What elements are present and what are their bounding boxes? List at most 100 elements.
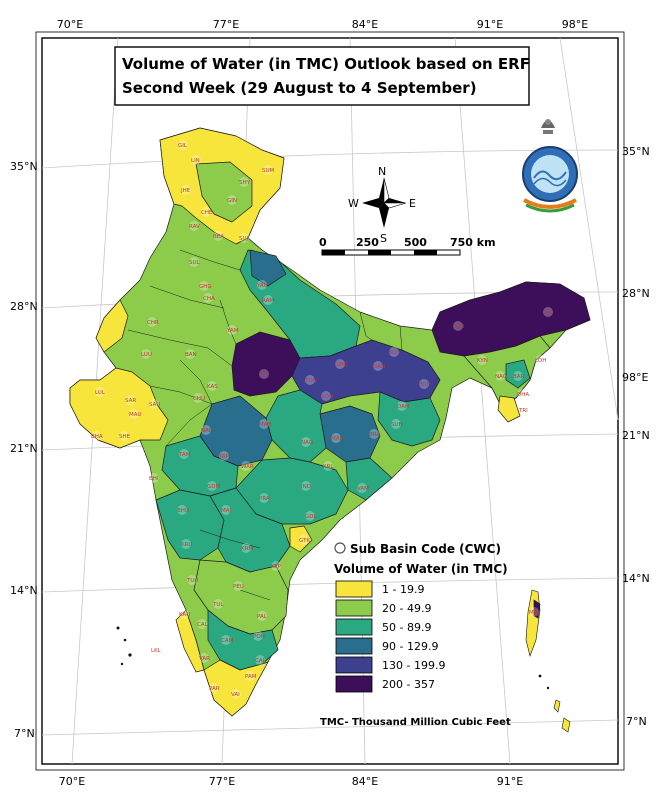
- top-lon-77: 77°E: [213, 18, 239, 31]
- left-lat-35: 35°N: [10, 160, 38, 173]
- basin-code: PON: [253, 634, 265, 640]
- basin-code: KAS: [207, 384, 218, 390]
- basin-code: ANI: [259, 372, 269, 378]
- basin-gtk-yellow: [289, 525, 313, 553]
- basin-krl-teal: [345, 457, 393, 501]
- legend-swatch: [335, 618, 373, 636]
- basin-code: GTK: [299, 538, 310, 544]
- left-lat-21: 21°N: [10, 442, 38, 455]
- legend-swatch: [335, 675, 373, 693]
- basin-gin-green: [195, 161, 253, 223]
- legend-swatch: [335, 656, 373, 674]
- basin-code: GIN: [227, 198, 237, 204]
- legend-swatch: [335, 637, 373, 655]
- title-line-1: Volume of Water (in TMC) Outlook based o…: [122, 55, 530, 73]
- basin-boundaries: [127, 249, 403, 601]
- basin-code: VAM: [357, 486, 369, 492]
- basin-code: TUU: [186, 578, 198, 584]
- basin-code: KOS: [389, 350, 401, 356]
- basin-code: LUU: [141, 352, 152, 358]
- basin-code: GDL: [305, 514, 317, 520]
- legend-label: 1 - 19.9: [382, 583, 424, 596]
- basin-mam-dark: [319, 405, 381, 463]
- legend: Sub Basin Code (CWC) Volume of Water (in…: [334, 542, 508, 693]
- legend-title: Volume of Water (in TMC): [334, 562, 508, 576]
- top-lon-84: 84°E: [352, 18, 378, 31]
- scale-bar: [321, 249, 461, 256]
- basin-code: VAR: [199, 656, 210, 662]
- right-lon-98: 98°E: [622, 371, 648, 384]
- basin-code-labels: GIL LIN SHY SUM JHE GIN CHE RAV BEA SUJ …: [91, 143, 552, 698]
- legend-swatch: [335, 599, 373, 617]
- basin-code: CAU: [197, 622, 209, 628]
- top-lon-91: 91°E: [477, 18, 503, 31]
- basin-tripura-yellow: [497, 395, 521, 423]
- basin-code: SIA: [543, 310, 552, 316]
- basin-code: KTP: [271, 564, 282, 570]
- basin-code: BHU: [177, 508, 189, 514]
- basin-code: SAR: [125, 398, 136, 404]
- right-lat-28: 28°N: [622, 287, 650, 300]
- basin-code: NAG: [495, 374, 507, 380]
- basin-code: SUB: [391, 422, 403, 428]
- basin-code: RAV: [189, 224, 200, 230]
- basin-code: DAM: [397, 404, 410, 410]
- basin-circles: [91, 140, 553, 699]
- basin-code: DHA: [517, 392, 529, 398]
- basin-code: BAR: [513, 374, 525, 380]
- scale-250: 250: [356, 236, 379, 249]
- basin-ram-dark: [249, 249, 287, 287]
- basin-code: KRU: [181, 542, 192, 548]
- legend-label: 90 - 129.9: [382, 640, 438, 653]
- bottom-lon-77: 77°E: [209, 775, 235, 788]
- basin-code: BAR: [453, 324, 465, 330]
- basin-code: TAM: [178, 452, 191, 458]
- basin-code: TUL: [212, 602, 224, 608]
- scale-0: 0: [319, 236, 327, 249]
- legend-label: 50 - 89.9: [382, 621, 431, 634]
- basin-west-ghat-yellow: [175, 609, 205, 673]
- andaman-islands: [525, 589, 571, 733]
- basin-code: YAU: [256, 283, 268, 289]
- basin-code: PAR: [209, 686, 220, 692]
- basin-code: KYN: [477, 358, 488, 364]
- basin-code: IND: [301, 484, 311, 490]
- basin-code: BEA: [213, 234, 224, 240]
- basin-code: KRM: [241, 546, 253, 552]
- top-lon-98: 98°E: [562, 18, 588, 31]
- right-lat-21: 21°N: [622, 429, 650, 442]
- title-box: [114, 46, 530, 106]
- basin-code: LKL: [151, 648, 162, 654]
- left-lat-28: 28°N: [10, 300, 38, 313]
- legend-marker-label: Sub Basin Code (CWC): [350, 542, 501, 556]
- basin-code: WAR: [241, 464, 254, 470]
- basin-code: CHR: [147, 320, 159, 326]
- basin-code: BHI: [149, 476, 159, 482]
- basin-code: SUL: [189, 260, 201, 266]
- basin-code: PRA: [259, 496, 270, 502]
- basin-code: PAM: [245, 674, 257, 680]
- basin-code: CAM: [221, 638, 234, 644]
- basin-code: YAM: [226, 328, 239, 334]
- basin-west-yellow: [69, 367, 169, 449]
- basin-code: CAL: [255, 658, 267, 664]
- basin-code: GAN: [373, 364, 385, 370]
- left-lat-14: 14°N: [10, 584, 38, 597]
- basin-code: MIZ: [529, 610, 539, 616]
- basin-thar-yellow: [95, 299, 129, 353]
- basin-code: TON: [304, 378, 317, 384]
- basin-code: PAL: [257, 614, 268, 620]
- basin-dam-teal: [377, 391, 441, 447]
- right-lat-7: 7°N: [626, 715, 647, 728]
- basin-code: LUL: [95, 390, 106, 396]
- basin-code: MAH: [259, 422, 272, 428]
- basin-code: GHG: [335, 362, 348, 368]
- right-lat-35: 35°N: [622, 145, 650, 158]
- basin-code: JHE: [180, 188, 191, 194]
- basin-code: CHA: [203, 296, 215, 302]
- sub-basin-marker-icon: [334, 542, 346, 554]
- basin-code: MAJ: [221, 508, 232, 514]
- bottom-lon-70: 70°E: [59, 775, 85, 788]
- east-label: E: [409, 197, 416, 210]
